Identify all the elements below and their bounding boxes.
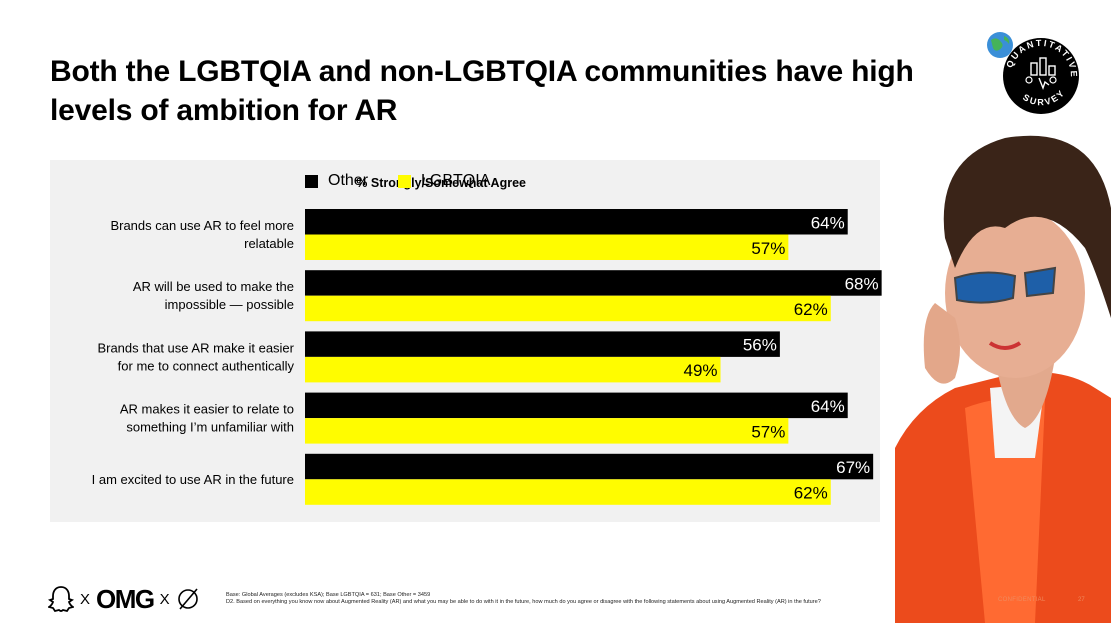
data-label-other: 67% [836,458,870,477]
quantitative-survey-badge: QUANTITATIVE SURVEY [985,30,1080,120]
data-label-lgbtqia: 49% [683,361,717,380]
bar-other [305,392,848,419]
omg-logo: OMG [96,583,155,614]
footer-logos: X OMG X [48,584,200,614]
logo-separator-1: X [80,590,91,608]
category-label: AR makes it easier to relate to something… [120,402,294,435]
data-label-other: 64% [811,213,845,232]
bar-other [305,270,882,296]
category-label: AR will be used to make the impossible — … [133,279,294,312]
legend-label-lgbtqia: LGBTQIA [421,172,491,189]
legend-item-other: Other [305,172,368,190]
category-label: I am excited to use AR in the future [92,472,294,487]
data-label-lgbtqia: 62% [794,484,828,503]
person-photo [895,118,1111,623]
bar-other [305,331,780,357]
data-label-lgbtqia: 57% [751,422,785,441]
data-label-lgbtqia: 62% [794,300,828,319]
bar-lgbtqia [305,418,789,444]
data-label-lgbtqia: 57% [751,239,785,258]
data-label-other: 64% [811,397,845,416]
bar-other [305,453,874,480]
base-note: Base: Global Averages (excludes KSA); Ba… [226,592,431,598]
slashed-circle-icon [177,588,198,610]
category-label: Brands can use AR to feel more relatable [110,218,294,251]
legend-item-lgbtqia: LGBTQIA [398,172,490,190]
legend-swatch-other [305,174,318,188]
bar-lgbtqia [305,234,789,260]
question-note: D2. Based on everything you know now abo… [226,599,821,605]
chart-legend: Other LGBTQIA [305,172,520,190]
logo-separator-2: X [159,590,170,608]
ghost-icon [48,586,74,613]
confidential-label: CONFIDENTIAL [998,597,1046,603]
category-label: Brands that use AR make it easier for me … [97,340,294,373]
page-number: 27 [1078,597,1085,603]
data-label-other: 56% [743,336,777,355]
bar-other [305,209,848,235]
data-label-other: 68% [845,274,879,293]
legend-swatch-lgbtqia [398,174,412,188]
bar-lgbtqia [305,479,831,505]
bar-lgbtqia [305,356,721,383]
legend-label-other: Other [328,172,369,189]
page-title: Both the LGBTQIA and non-LGBTQIA communi… [50,55,914,127]
bar-lgbtqia [305,295,831,322]
